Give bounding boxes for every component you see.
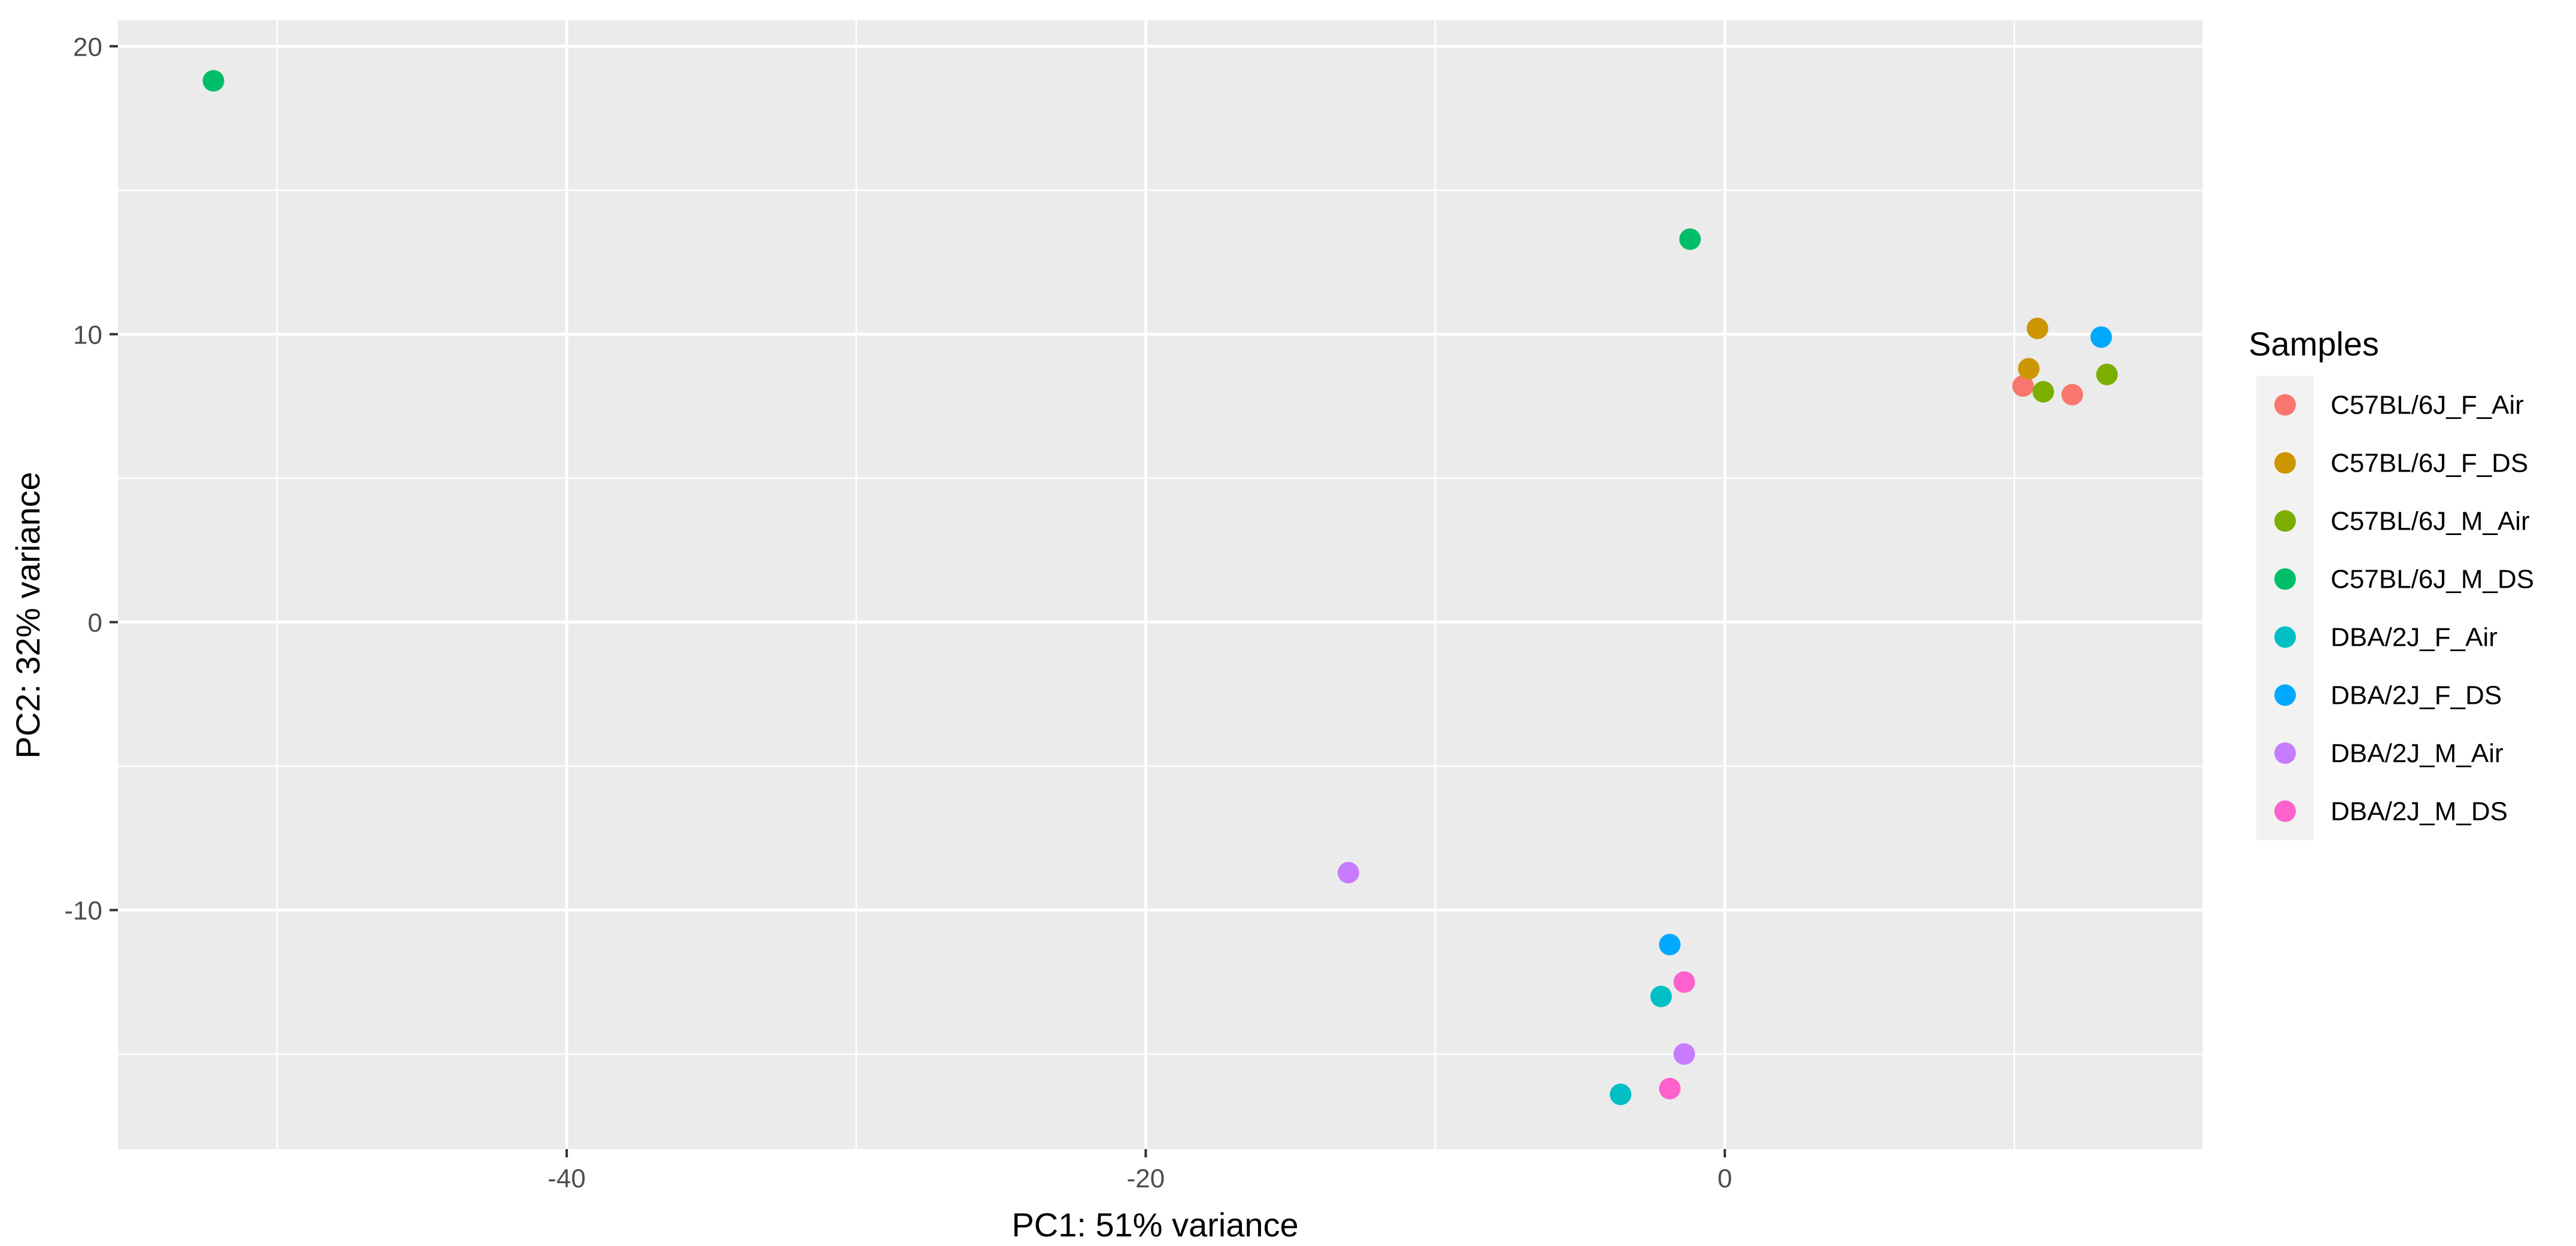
y-axis-title: PC2: 32% variance [9,472,47,758]
legend-key [2274,510,2296,532]
data-point [2018,358,2040,380]
x-axis-title: PC1: 51% variance [1011,1206,1298,1244]
data-point [1658,934,1681,956]
data-point [2032,381,2054,403]
legend-items: C57BL/6J_F_Air C57BL/6J_F_DS C57BL/6J_M_Ai… [2256,376,2534,840]
y-tick-label: -10 [64,896,102,926]
y-tick-label: 20 [73,32,102,62]
major-gridlines [118,20,2203,1149]
y-tick-label: 10 [73,320,102,350]
legend-label: C57BL/6J_F_DS [2331,449,2528,478]
data-points [202,70,2118,1105]
x-tick-label: 0 [1718,1164,1732,1193]
legend-label: C57BL/6J_M_DS [2331,565,2534,594]
data-point [202,70,224,92]
data-point [1673,971,1696,993]
legend-key [2274,568,2296,590]
legend-label: DBA/2J_M_DS [2331,797,2508,826]
data-point [1673,1043,1696,1065]
data-point [1337,862,1359,884]
legend-key [2274,394,2296,416]
data-point [2027,317,2049,339]
x-tick-label: -20 [1127,1164,1165,1193]
data-point [2096,363,2118,385]
legend-key [2274,626,2296,648]
legend-key [2274,800,2296,822]
y-axis-ticks: -10 0 10 20 [64,32,118,926]
data-point [1609,1083,1632,1105]
data-point [2061,384,2083,406]
legend-key [2274,452,2296,474]
legend-key [2274,742,2296,764]
data-point [1679,228,1701,250]
x-axis-ticks: -40 -20 0 [548,1149,1732,1193]
legend-label: C57BL/6J_F_Air [2331,391,2524,420]
legend-key-background [2256,376,2314,840]
legend-label: DBA/2J_F_Air [2331,623,2498,652]
x-tick-label: -40 [548,1164,586,1193]
legend-title: Samples [2249,325,2379,363]
data-point [1650,986,1672,1008]
legend: Samples C57BL/6J_F_AirC57BL/6J_F_DSC57BL… [2249,325,2534,840]
plot-panel [118,20,2203,1149]
legend-key [2274,684,2296,706]
legend-label: C57BL/6J_M_Air [2331,507,2530,536]
data-point [2012,375,2034,397]
data-point [1658,1077,1681,1099]
minor-gridlines [118,20,2203,1149]
y-tick-label: 0 [88,609,102,638]
data-point [2090,326,2112,348]
legend-label: DBA/2J_F_DS [2331,681,2502,710]
legend-label: DBA/2J_M_Air [2331,739,2504,768]
